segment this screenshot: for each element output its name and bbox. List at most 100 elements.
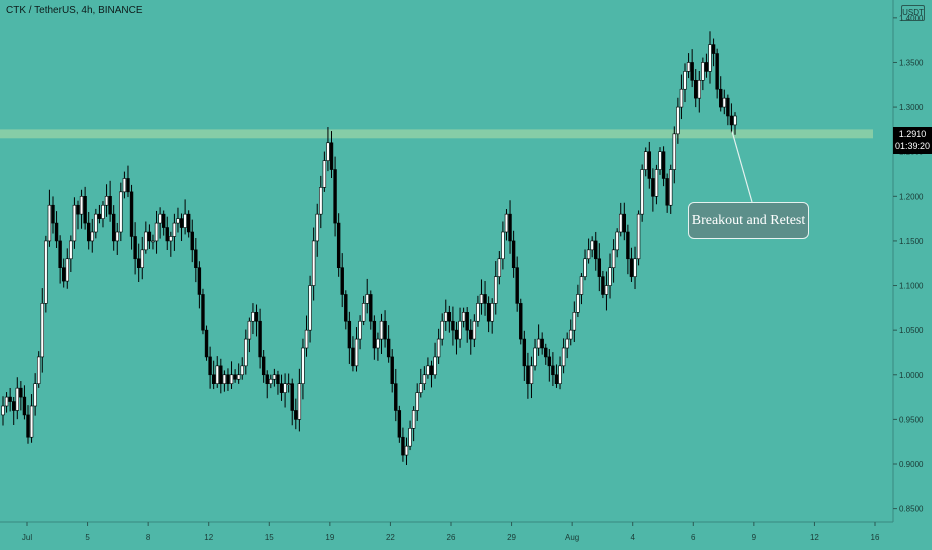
candle-body [97, 213, 102, 219]
candle [483, 281, 487, 316]
candle-body [651, 178, 655, 197]
candle-body [151, 240, 155, 243]
candles [1, 31, 737, 466]
candle [508, 200, 512, 254]
candle-body [329, 142, 334, 170]
candle [619, 202, 623, 237]
candle [172, 213, 177, 251]
candle-body [654, 169, 659, 197]
candle-body [319, 187, 323, 215]
candle-body [404, 445, 409, 456]
candle [179, 213, 184, 242]
candle-body [529, 365, 534, 384]
candle [669, 164, 673, 214]
candle [722, 89, 726, 115]
candle [572, 301, 577, 342]
candle [254, 304, 259, 337]
x-tick-label: 15 [265, 533, 274, 542]
candle [147, 224, 152, 249]
candle [719, 76, 723, 112]
candle [694, 69, 698, 108]
candle [62, 258, 66, 288]
candle [322, 151, 327, 192]
candle [12, 396, 16, 426]
candle [286, 373, 291, 393]
candle [390, 349, 394, 393]
candle [561, 338, 566, 374]
candle [672, 126, 676, 184]
candle-body [290, 383, 294, 411]
candle-body [179, 218, 184, 228]
candle [726, 94, 730, 126]
candle [26, 405, 30, 444]
candle-body [647, 151, 652, 179]
candle-body [376, 338, 380, 349]
candle-body [697, 80, 701, 99]
candle [651, 168, 655, 212]
candle [90, 218, 94, 253]
candle [169, 231, 173, 257]
candle-body [540, 338, 544, 349]
candle [104, 184, 109, 217]
candle [194, 238, 198, 283]
candle [565, 332, 569, 359]
candle [140, 236, 144, 280]
candle [422, 366, 427, 391]
candle [415, 383, 419, 421]
candle [683, 63, 687, 103]
candle [176, 207, 180, 233]
candle-body [479, 294, 484, 304]
candle [533, 338, 537, 371]
candle-body [1, 405, 5, 416]
candle-body [304, 329, 309, 349]
candle [515, 256, 519, 312]
candle-body [472, 320, 477, 340]
candle-body [451, 320, 455, 331]
candle-body [429, 365, 434, 376]
candle-body [458, 320, 462, 340]
candle [451, 306, 455, 346]
candle [294, 398, 298, 430]
candle-body [8, 396, 12, 402]
candle-body [51, 204, 55, 224]
candle [297, 368, 302, 432]
candle-body [251, 312, 255, 322]
candle-body [379, 320, 384, 340]
candle-body [640, 169, 644, 215]
candle-body [62, 267, 66, 282]
candle [436, 328, 441, 364]
candle [594, 231, 598, 271]
candle [144, 221, 148, 254]
y-tick-label: 0.8500 [899, 505, 924, 514]
candle [215, 356, 219, 388]
candle [244, 329, 248, 375]
candle [33, 373, 37, 416]
candle-body [90, 231, 94, 242]
candle-body [37, 356, 41, 384]
candle [186, 210, 191, 238]
currency-badge[interactable]: USDT [901, 5, 925, 21]
candle-body [461, 312, 466, 322]
candle [626, 224, 630, 275]
candle [251, 303, 255, 335]
candle-body [22, 396, 27, 416]
x-tick-label: 29 [507, 533, 516, 542]
candle-body [594, 240, 598, 260]
candle [558, 356, 562, 390]
candle [183, 199, 187, 235]
candle-body [661, 151, 666, 179]
candle-body [386, 338, 391, 358]
candle [154, 210, 159, 254]
candle-body [515, 267, 519, 304]
candle [333, 156, 337, 237]
candle [690, 49, 694, 88]
candle-body [604, 285, 609, 295]
candle [165, 216, 169, 251]
x-tick-label: 5 [85, 533, 90, 542]
candle-body [508, 213, 512, 242]
candle [536, 324, 541, 356]
candle-body [726, 97, 730, 117]
y-tick-label: 1.0000 [899, 371, 924, 380]
candle-body [65, 258, 69, 282]
